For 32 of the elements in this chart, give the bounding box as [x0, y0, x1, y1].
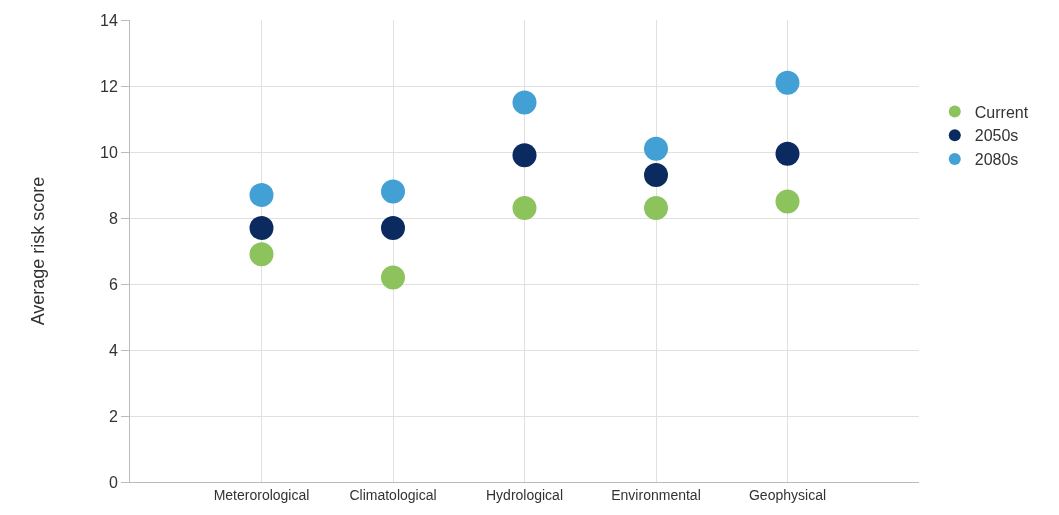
- y-tick-label: 10: [100, 143, 118, 161]
- point: [775, 70, 800, 95]
- point: [512, 143, 537, 168]
- x-tick-label: Meterorological: [213, 486, 310, 503]
- x-tick-label: Hydrological: [485, 486, 564, 503]
- point: [644, 136, 668, 161]
- point: [644, 163, 668, 188]
- y-tick-label: 2: [108, 407, 118, 425]
- point: [381, 179, 405, 204]
- legend-label: Current: [974, 103, 1029, 121]
- y-tick-label: 12: [100, 77, 118, 95]
- legend-label: 2050s: [974, 127, 1019, 145]
- point: [512, 196, 537, 221]
- point: [249, 215, 274, 240]
- y-tick-label: 0: [108, 473, 118, 491]
- point: [775, 189, 800, 214]
- x-tick-label: Environmental: [611, 486, 701, 503]
- point: [644, 196, 668, 221]
- x-tick-label: Climatological: [349, 486, 437, 503]
- legend-label: 2080s: [974, 151, 1019, 169]
- point: [249, 182, 274, 207]
- y-axis-title: Average risk score: [28, 176, 49, 326]
- x-tick-label: Geophysical: [748, 486, 827, 503]
- point: [249, 242, 274, 267]
- y-tick-label: 6: [108, 275, 118, 293]
- point: [512, 90, 537, 115]
- y-tick-label: 8: [108, 209, 118, 227]
- point: [381, 265, 405, 290]
- point: [775, 141, 800, 166]
- y-tick-label: 14: [100, 11, 118, 29]
- y-tick-label: 4: [108, 341, 118, 359]
- point: [381, 215, 405, 240]
